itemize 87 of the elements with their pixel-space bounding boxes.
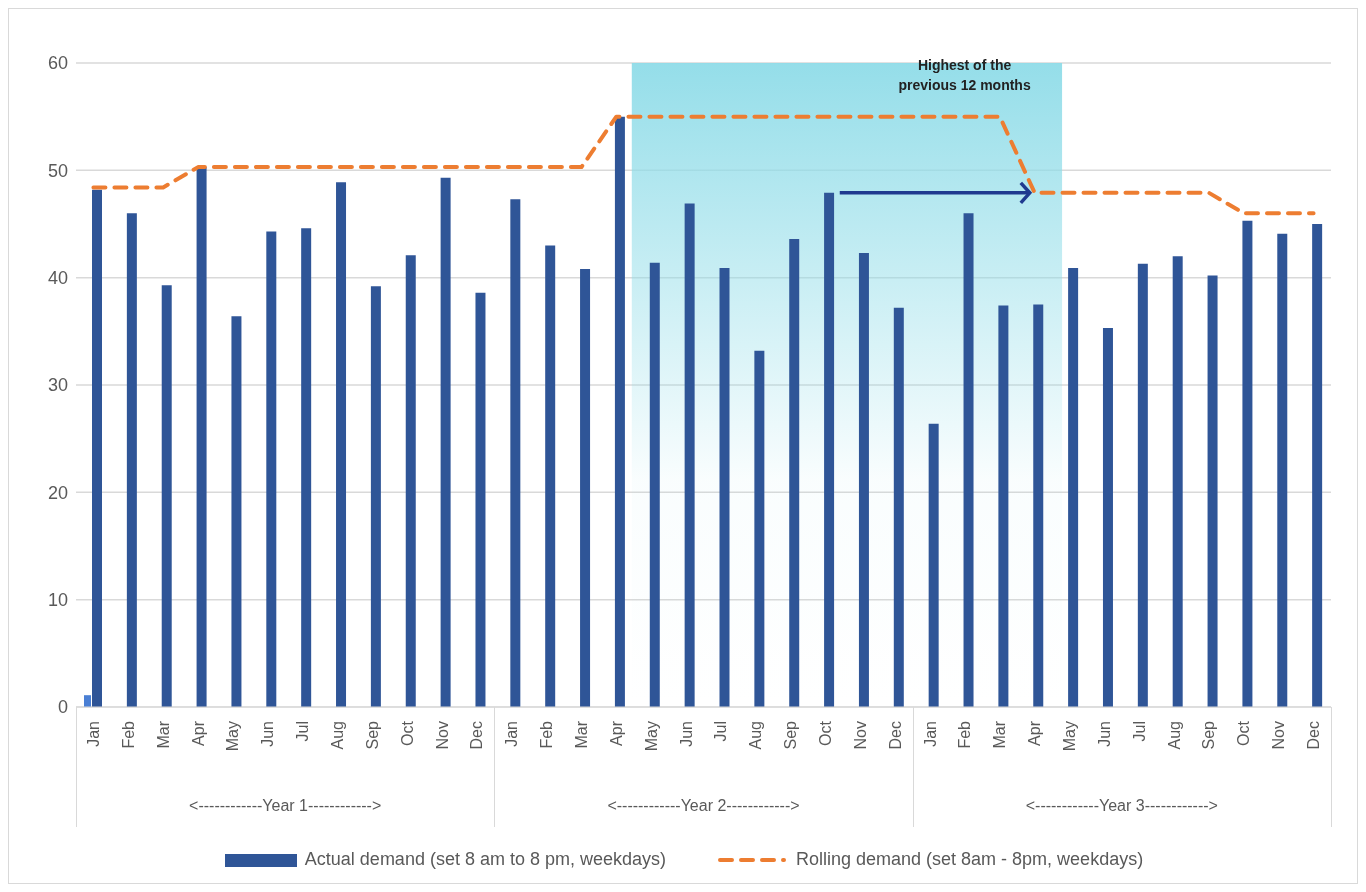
annotation: Highest of the previous 12 months bbox=[897, 56, 1032, 95]
bar bbox=[858, 252, 869, 707]
x-tick-label: May bbox=[224, 721, 242, 752]
legend-label: Rolling demand (set 8am - 8pm, weekdays) bbox=[796, 849, 1144, 870]
x-tick-label: Jan bbox=[921, 721, 939, 747]
y-tick-label: 40 bbox=[47, 268, 68, 289]
bar bbox=[405, 255, 416, 707]
x-tick-label: Jun bbox=[1095, 721, 1113, 747]
x-tick-label: Mar bbox=[572, 720, 590, 749]
bar bbox=[545, 245, 556, 707]
bar bbox=[719, 268, 730, 707]
y-tick-label: 10 bbox=[47, 590, 68, 611]
bar bbox=[301, 228, 312, 707]
bar bbox=[336, 182, 347, 707]
bar bbox=[1033, 304, 1044, 707]
bar bbox=[92, 189, 102, 707]
bar bbox=[754, 350, 765, 707]
y-tick-label: 60 bbox=[47, 53, 68, 74]
bar bbox=[1102, 328, 1113, 707]
x-tick-label: Jan bbox=[503, 721, 521, 747]
bar bbox=[510, 199, 521, 707]
x-tick-label: Nov bbox=[1270, 721, 1288, 750]
bar bbox=[998, 305, 1009, 707]
bar bbox=[370, 286, 381, 707]
line-series bbox=[91, 114, 1316, 216]
x-tick-label: Jul bbox=[712, 721, 730, 742]
x-tick-label: Apr bbox=[1026, 720, 1044, 746]
bar bbox=[475, 292, 486, 707]
bar bbox=[580, 269, 591, 707]
text: <------------Year 1------------> bbox=[188, 797, 383, 815]
x-tick-label: Apr bbox=[607, 720, 625, 746]
bar bbox=[231, 316, 242, 707]
y-tick-label: 20 bbox=[47, 482, 68, 503]
x-tick-label: Jun bbox=[259, 721, 277, 747]
x-tick-label: May bbox=[642, 721, 660, 752]
bar bbox=[440, 177, 451, 707]
x-tick-label: Sep bbox=[363, 720, 381, 750]
bar bbox=[684, 203, 695, 707]
bar bbox=[614, 116, 625, 707]
y-tick-label: 0 bbox=[57, 697, 68, 718]
bar bbox=[1242, 220, 1253, 707]
bar bbox=[824, 192, 835, 707]
x-tick-label: Jul bbox=[294, 721, 312, 742]
x-tick-label: Feb bbox=[119, 720, 137, 749]
x-tick-label: Nov bbox=[433, 721, 451, 750]
bar bbox=[789, 239, 800, 707]
x-tick-label: Mar bbox=[154, 720, 172, 749]
bar bbox=[1172, 256, 1183, 707]
x-tick-label: Jan bbox=[84, 721, 102, 747]
bar bbox=[928, 423, 939, 707]
bar bbox=[161, 285, 172, 707]
bar bbox=[126, 213, 137, 707]
x-tick-label: Jun bbox=[677, 721, 695, 747]
x-tick-label: Oct bbox=[398, 720, 416, 746]
bar bbox=[649, 262, 660, 707]
x-tick-label: Apr bbox=[189, 720, 207, 746]
x-tick-label: Sep bbox=[1200, 720, 1218, 750]
y-tick-label: 30 bbox=[47, 375, 68, 396]
y-tick-label: 50 bbox=[47, 160, 68, 181]
x-tick-label: Aug bbox=[328, 721, 346, 750]
text: <------------Year 3------------> bbox=[1024, 797, 1219, 815]
x-tick-label: Jul bbox=[1130, 721, 1148, 742]
bar bbox=[963, 213, 974, 707]
x-tick-label: Nov bbox=[851, 721, 869, 750]
x-tick-label: Mar bbox=[991, 720, 1009, 749]
bar bbox=[1312, 224, 1323, 707]
x-tick-label: Feb bbox=[538, 720, 556, 749]
x-tick-label: Dec bbox=[886, 721, 904, 750]
x-tick-label: Oct bbox=[1235, 720, 1253, 746]
bar bbox=[1137, 263, 1148, 707]
bar bbox=[1207, 275, 1218, 707]
x-tick-label: Oct bbox=[817, 720, 835, 746]
bar bbox=[84, 695, 91, 707]
x-tick-label: Dec bbox=[1305, 721, 1323, 750]
x-tick-label: Feb bbox=[956, 720, 974, 749]
x-tick-label: Sep bbox=[782, 720, 800, 750]
bar bbox=[196, 167, 207, 707]
x-tick-label: Dec bbox=[468, 721, 486, 750]
bar bbox=[266, 231, 277, 707]
bar bbox=[1068, 268, 1079, 707]
x-tick-label: May bbox=[1061, 721, 1079, 752]
legend-label: Actual demand (set 8 am to 8 pm, weekdays) bbox=[304, 849, 666, 870]
bar bbox=[893, 307, 904, 707]
bar bbox=[1277, 233, 1288, 707]
text: <------------Year 2------------> bbox=[606, 797, 801, 815]
x-tick-label: Aug bbox=[1165, 721, 1183, 750]
x-tick-label: Aug bbox=[747, 721, 765, 750]
